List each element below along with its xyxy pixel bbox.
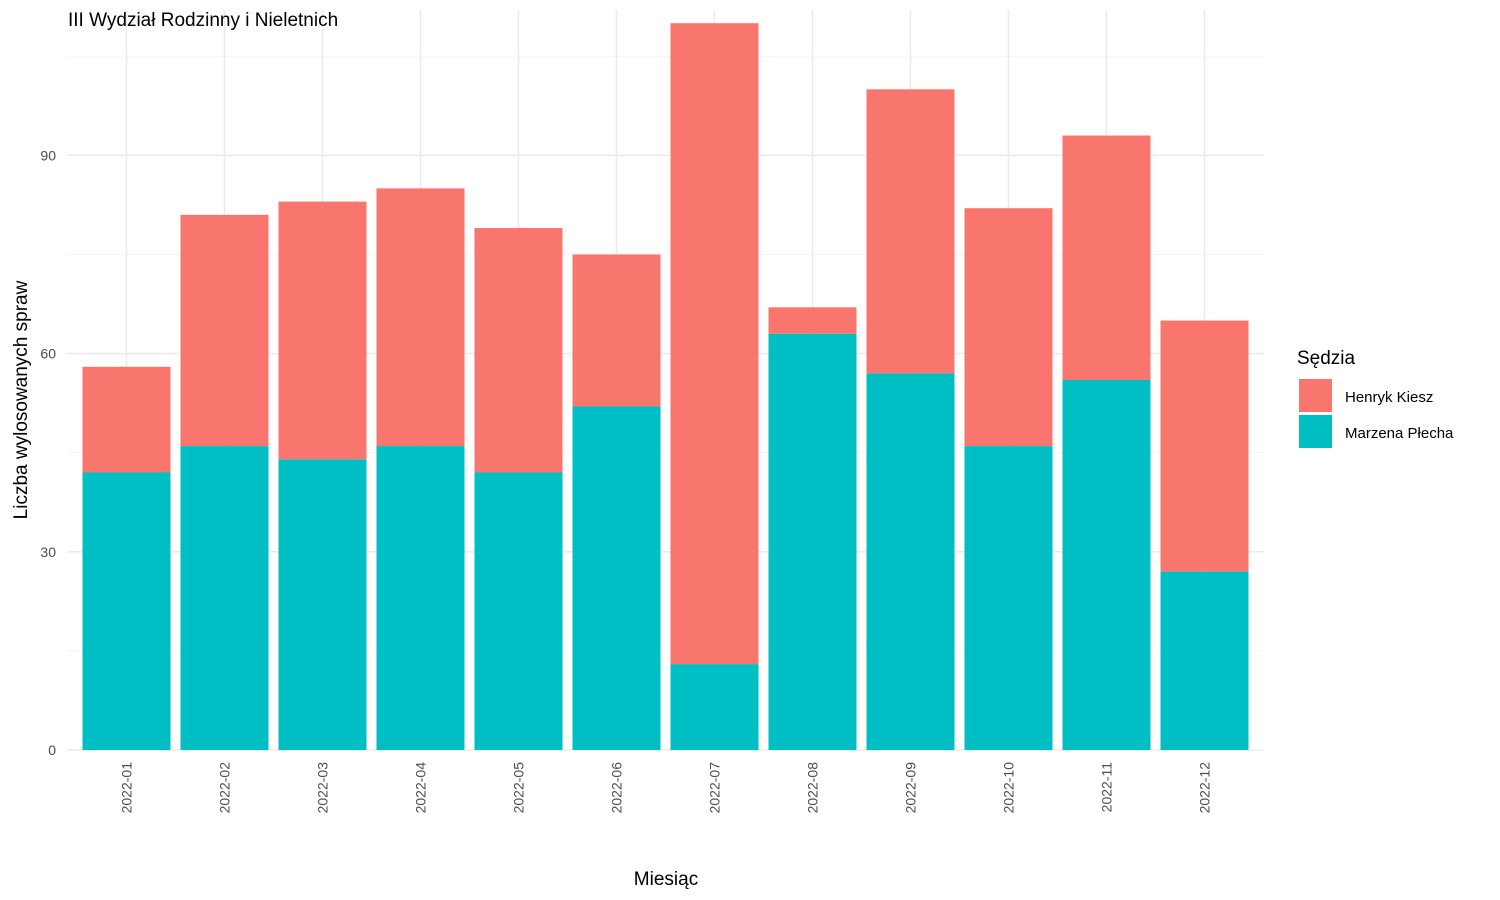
x-tick-label: 2022-08 <box>805 762 821 814</box>
legend: Sędzia Henryk Kiesz Marzena Płecha <box>1297 348 1454 448</box>
bar-henryk-kiesz-2022-10 <box>964 208 1053 447</box>
x-tick-label: 2022-05 <box>511 762 527 814</box>
bar-henryk-kiesz-2022-09 <box>866 89 955 374</box>
x-tick-label: 2022-07 <box>707 762 723 814</box>
x-tick-label: 2022-12 <box>1197 762 1213 814</box>
bar-marzena-p-echa-2022-10 <box>964 446 1053 750</box>
bar-marzena-p-echa-2022-08 <box>768 333 857 750</box>
x-tick-label: 2022-01 <box>119 762 135 814</box>
bar-marzena-p-echa-2022-04 <box>376 446 465 750</box>
bars <box>82 23 1249 750</box>
bar-henryk-kiesz-2022-12 <box>1160 320 1249 572</box>
x-tick-label: 2022-10 <box>1001 762 1017 814</box>
x-tick-label: 2022-09 <box>903 762 919 814</box>
legend-key-marzena-plecha <box>1299 415 1332 448</box>
x-tick-label: 2022-04 <box>413 762 429 814</box>
bar-marzena-p-echa-2022-03 <box>278 459 367 750</box>
legend-label-marzena-plecha: Marzena Płecha <box>1345 425 1454 442</box>
bar-henryk-kiesz-2022-03 <box>278 201 367 460</box>
bar-marzena-p-echa-2022-12 <box>1160 571 1249 750</box>
bar-henryk-kiesz-2022-02 <box>180 214 269 447</box>
bar-marzena-p-echa-2022-01 <box>82 472 171 750</box>
x-tick-label: 2022-03 <box>315 762 331 814</box>
bar-henryk-kiesz-2022-05 <box>474 228 563 473</box>
bar-henryk-kiesz-2022-07 <box>670 23 759 665</box>
bar-henryk-kiesz-2022-01 <box>82 366 171 473</box>
bar-henryk-kiesz-2022-08 <box>768 307 857 334</box>
bar-marzena-p-echa-2022-06 <box>572 406 661 750</box>
x-tick-label: 2022-06 <box>609 762 625 814</box>
x-axis-ticks: 2022-01 2022-02 2022-03 2022-04 2022-05 2022-… <box>119 762 1213 814</box>
y-axis-title: Liczba wylosowanych spraw <box>11 280 32 519</box>
bar-henryk-kiesz-2022-11 <box>1062 135 1151 380</box>
y-axis-ticks: 0 30 60 90 <box>40 147 56 758</box>
bar-henryk-kiesz-2022-06 <box>572 254 661 407</box>
chart-title: III Wydział Rodzinny i Nieletnich <box>68 10 338 31</box>
y-tick-label: 90 <box>40 147 56 163</box>
x-axis-title: Miesiąc <box>634 869 698 890</box>
legend-key-henryk-kiesz <box>1299 379 1332 412</box>
bar-henryk-kiesz-2022-04 <box>376 188 465 447</box>
bar-marzena-p-echa-2022-05 <box>474 472 563 750</box>
y-tick-label: 30 <box>40 544 56 560</box>
bar-marzena-p-echa-2022-02 <box>180 446 269 750</box>
legend-title: Sędzia <box>1297 348 1356 369</box>
legend-label-henryk-kiesz: Henryk Kiesz <box>1345 389 1433 406</box>
y-tick-label: 0 <box>48 742 56 758</box>
bar-marzena-p-echa-2022-11 <box>1062 380 1151 750</box>
bar-marzena-p-echa-2022-07 <box>670 664 759 750</box>
x-tick-label: 2022-02 <box>217 762 233 814</box>
bar-marzena-p-echa-2022-09 <box>866 373 955 750</box>
y-tick-label: 60 <box>40 346 56 362</box>
x-tick-label: 2022-11 <box>1099 762 1115 813</box>
